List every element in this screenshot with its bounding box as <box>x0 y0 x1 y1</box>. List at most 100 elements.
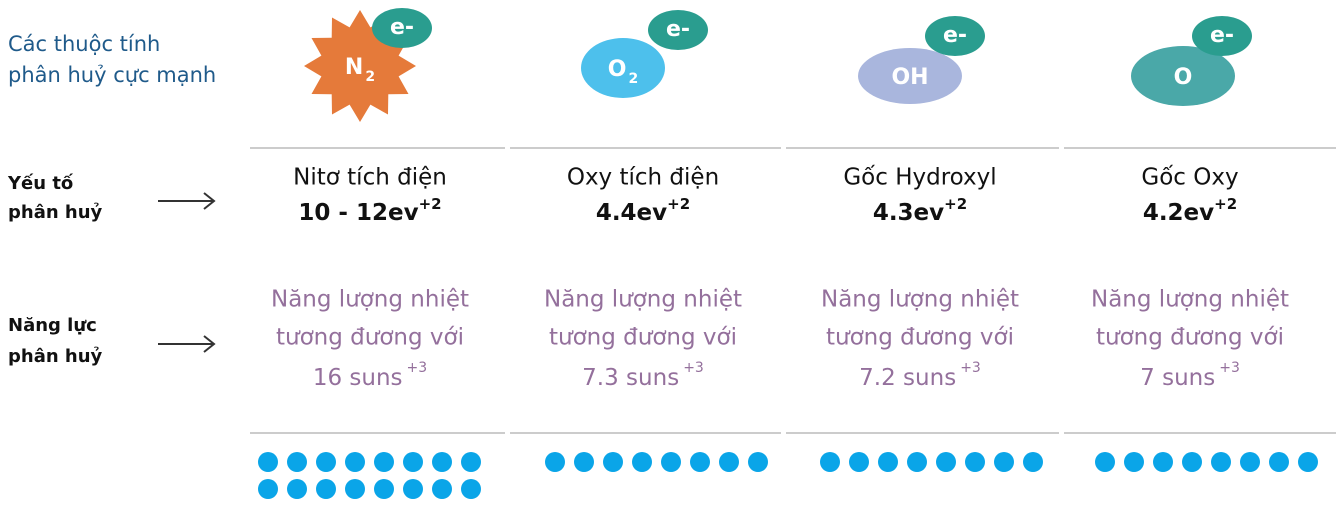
symbol: OH <box>891 65 928 90</box>
suns: 7 suns +3 <box>1140 360 1240 391</box>
badge-text: e- <box>666 17 690 42</box>
dot <box>965 452 985 472</box>
dot <box>1211 452 1231 472</box>
column: O 2 e- Oxy tích điện 4.4ev+2 Năng lượng nhiệt… <box>544 10 768 472</box>
factor-value: 4.2ev+2 <box>1143 195 1237 226</box>
factor-value: 4.4ev+2 <box>596 195 690 226</box>
desc-line: tương đương với <box>549 325 737 351</box>
arrow <box>158 335 216 353</box>
desc-line: Năng lượng nhiệt <box>821 287 1019 313</box>
desc-line: tương đương với <box>826 325 1014 351</box>
dot <box>545 452 565 472</box>
symbol: O <box>1174 65 1193 90</box>
column: OH e- Gốc Hydroxyl 4.3ev+2 Năng lượng nhiệt t… <box>820 16 1043 472</box>
dot <box>258 452 278 472</box>
dot <box>661 452 681 472</box>
dot <box>403 452 423 472</box>
value-sup: +2 <box>1214 195 1237 213</box>
dot <box>316 452 336 472</box>
dot <box>1124 452 1144 472</box>
dot <box>849 452 869 472</box>
symbol-sub: 2 <box>628 71 638 87</box>
suns: 7.3 suns +3 <box>582 360 704 391</box>
suns-sup: +3 <box>1219 360 1240 376</box>
badge <box>648 10 708 50</box>
dot <box>907 452 927 472</box>
suns-sup: +3 <box>407 360 428 376</box>
molecule-icon <box>581 38 665 98</box>
dot <box>994 452 1014 472</box>
dot <box>1298 452 1318 472</box>
desc-line: Năng lượng nhiệt <box>271 287 469 313</box>
molecule-symbol: O <box>1174 65 1193 90</box>
badge <box>925 16 985 56</box>
dot <box>287 479 307 499</box>
row-label: phân huỷ <box>8 346 103 367</box>
symbol-sub: 2 <box>365 69 375 85</box>
dot <box>258 479 278 499</box>
factor-name: Oxy tích điện <box>567 165 719 191</box>
factor-value: 10 - 12ev+2 <box>298 195 441 226</box>
symbol: N <box>345 55 363 80</box>
dot <box>432 452 452 472</box>
dot <box>603 452 623 472</box>
value: 10 - 12ev <box>298 200 418 226</box>
arrow <box>158 192 216 210</box>
dot <box>936 452 956 472</box>
header-line: Các thuộc tính <box>8 32 160 56</box>
suns-sup: +3 <box>683 360 704 376</box>
factor-name: Nitơ tích điện <box>293 165 447 191</box>
molecule-icon <box>858 48 962 104</box>
row-label: Năng lực <box>8 315 97 336</box>
suns-text: 16 suns <box>313 365 403 391</box>
factor-name: Gốc Hydroxyl <box>843 165 996 191</box>
suns-sup: +3 <box>960 360 981 376</box>
badge-text: e- <box>390 15 414 40</box>
dot <box>748 452 768 472</box>
dot <box>719 452 739 472</box>
row-label: phân huỷ <box>8 202 103 223</box>
suns: 7.2 suns +3 <box>859 360 981 391</box>
dot <box>690 452 710 472</box>
factor-name: Gốc Oxy <box>1141 165 1238 191</box>
suns: 16 suns +3 <box>313 360 427 391</box>
dot <box>1240 452 1260 472</box>
value: 4.3ev <box>873 200 944 226</box>
value: 4.2ev <box>1143 200 1214 226</box>
dot <box>345 452 365 472</box>
dot <box>1095 452 1115 472</box>
badge-text: e- <box>943 23 967 48</box>
column: N 2 e- Nitơ tích điện 10 - 12ev+2 Năng lượng … <box>258 8 481 499</box>
dot <box>461 452 481 472</box>
molecule-symbol: OH <box>891 65 928 90</box>
desc-line: Năng lượng nhiệt <box>1091 287 1289 313</box>
row-label: Yếu tố <box>7 173 74 194</box>
value-sup: +2 <box>419 195 442 213</box>
dot <box>403 479 423 499</box>
value: 4.4ev <box>596 200 667 226</box>
dot <box>432 479 452 499</box>
molecule-icon <box>1131 46 1235 106</box>
value-sup: +2 <box>667 195 690 213</box>
column: Oe- Gốc Oxy 4.2ev+2 Năng lượng nhiệt tương đ… <box>1091 16 1318 472</box>
suns-text: 7.2 suns <box>859 365 956 391</box>
dividers <box>250 147 1336 434</box>
desc-line: tương đương với <box>1096 325 1284 351</box>
badge <box>1192 16 1252 56</box>
dot <box>1182 452 1202 472</box>
value-sup: +2 <box>944 195 967 213</box>
badge <box>372 8 432 48</box>
header-line: phân huỷ cực mạnh <box>8 63 216 87</box>
dot <box>1023 452 1043 472</box>
symbol: O <box>608 57 627 82</box>
dot <box>574 452 594 472</box>
dot <box>345 479 365 499</box>
dot <box>878 452 898 472</box>
dot <box>287 452 307 472</box>
dot <box>820 452 840 472</box>
desc-line: tương đương với <box>276 325 464 351</box>
dot <box>374 452 394 472</box>
desc-line: Năng lượng nhiệt <box>544 287 742 313</box>
